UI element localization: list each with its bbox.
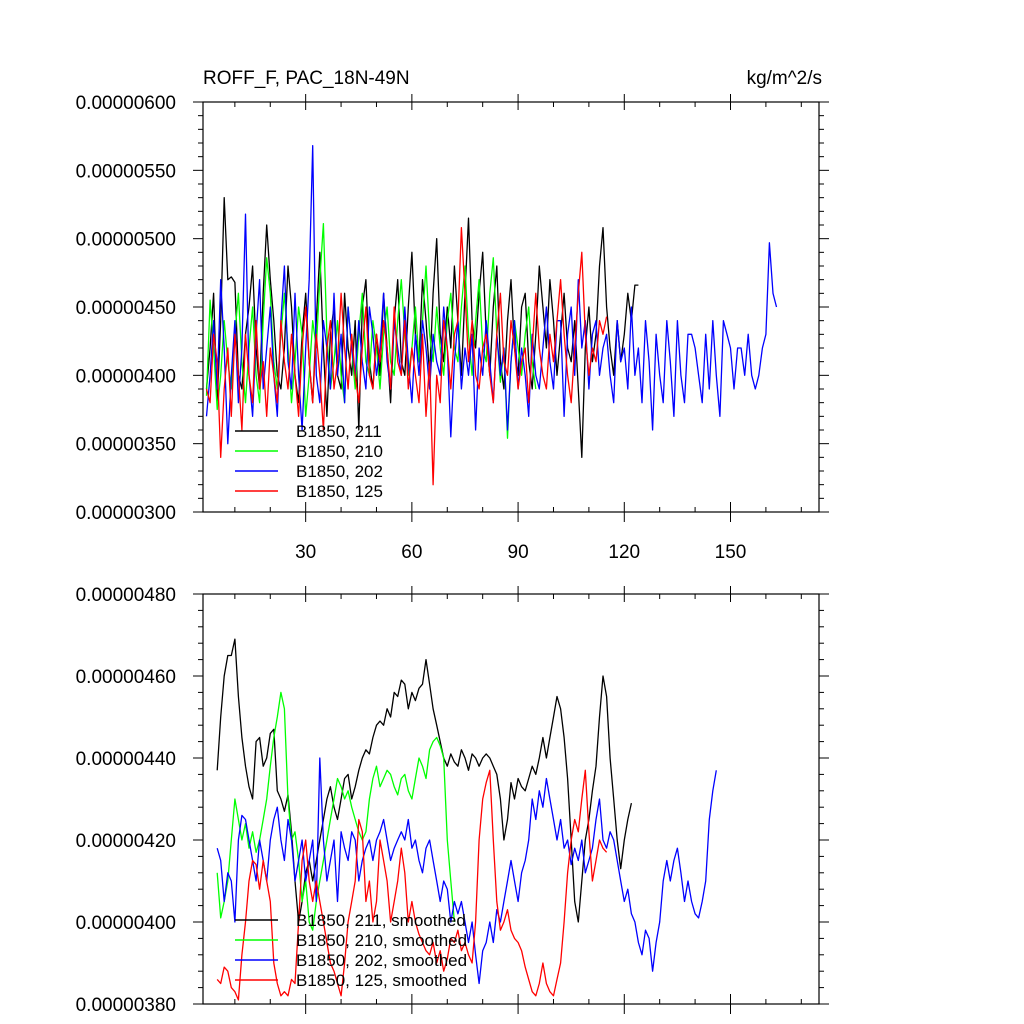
series-line-2 bbox=[216, 757, 717, 985]
series-line-1 bbox=[205, 222, 537, 439]
x-tick-label: 90 bbox=[508, 542, 529, 563]
y-tick-label: 0.00000450 bbox=[76, 298, 176, 319]
series-line-3 bbox=[205, 227, 608, 486]
y-tick-label: 0.00000420 bbox=[76, 831, 176, 852]
legend-label: B1850, 202, smoothed bbox=[296, 951, 467, 970]
y-tick-label: 0.00000460 bbox=[76, 667, 176, 688]
plot-frame bbox=[202, 593, 820, 1005]
x-axis: 30 60 90 120 150 bbox=[234, 94, 802, 563]
legend-label: B1850, 210, smoothed bbox=[296, 931, 467, 950]
y-tick-label: 0.00000380 bbox=[76, 995, 176, 1016]
legend-label: B1850, 211, smoothed bbox=[296, 911, 466, 930]
series-line-2 bbox=[205, 145, 778, 445]
y-tick-label: 0.00000500 bbox=[76, 230, 176, 251]
chart-title: ROFF_F, PAC_18N-49N bbox=[203, 68, 410, 89]
panel-raw: ROFF_F, PAC_18N-49N kg/m^2/s 30 60 90 120 15… bbox=[76, 68, 829, 563]
plot-area bbox=[205, 145, 778, 486]
y-tick-label: 0.00000350 bbox=[76, 435, 176, 456]
x-tick-label: 30 bbox=[295, 542, 316, 563]
legend-label: B1850, 210 bbox=[296, 442, 383, 461]
legend-label: B1850, 125, smoothed bbox=[296, 971, 467, 990]
y-tick-label: 0.00000440 bbox=[76, 749, 176, 770]
legend-label: B1850, 202 bbox=[296, 462, 383, 481]
series-line-0 bbox=[216, 638, 633, 923]
y-tick-label: 0.00000600 bbox=[76, 93, 176, 114]
y-axis: 0.00000300 0.00000350 0.00000400 0.00000450… bbox=[76, 93, 829, 524]
legend-label: B1850, 125 bbox=[296, 482, 383, 501]
series-line-1 bbox=[216, 691, 456, 931]
y-axis: 0.00000380 0.00000400 0.00000420 0.00000440… bbox=[76, 585, 829, 1016]
x-axis bbox=[234, 586, 802, 1014]
series-line-3 bbox=[216, 769, 608, 1001]
y-tick-label: 0.00000480 bbox=[76, 585, 176, 606]
panel-smoothed: 0.00000380 0.00000400 0.00000420 0.00000440… bbox=[76, 585, 829, 1016]
x-tick-label: 150 bbox=[715, 542, 747, 563]
x-tick-label: 120 bbox=[608, 542, 640, 563]
y-tick-label: 0.00000550 bbox=[76, 161, 176, 182]
units-label: kg/m^2/s bbox=[747, 68, 822, 89]
y-tick-label: 0.00000400 bbox=[76, 913, 176, 934]
plot-area bbox=[216, 638, 717, 1001]
y-tick-label: 0.00000400 bbox=[76, 366, 176, 387]
x-tick-label: 60 bbox=[401, 542, 422, 563]
legend-label: B1850, 211 bbox=[296, 422, 382, 441]
y-tick-label: 0.00000300 bbox=[76, 503, 176, 524]
